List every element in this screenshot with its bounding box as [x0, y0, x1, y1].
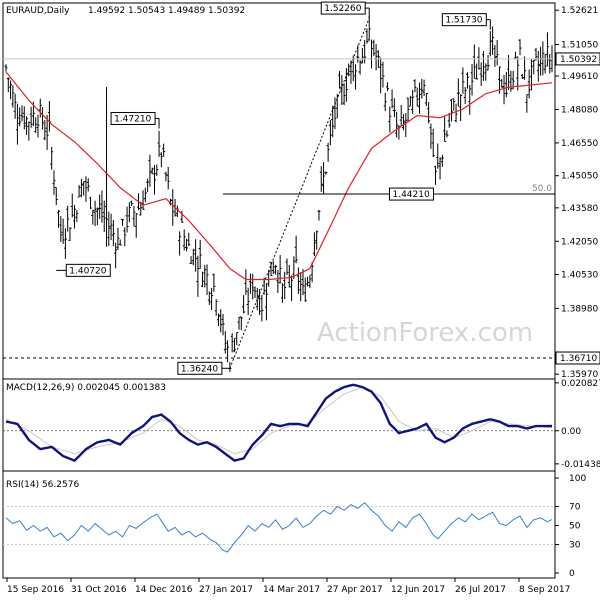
watermark: ActionForex.com: [317, 318, 533, 348]
rsi-tick-label: 0: [569, 569, 575, 579]
last-price-box: [555, 52, 600, 66]
rsi-levels: [3, 506, 555, 545]
annotation-box: [177, 361, 223, 375]
time-tick-label: 27 Jan 2017: [199, 585, 253, 595]
price-tick-label: 1.49610: [561, 72, 598, 82]
price-tick-label: 1.48080: [561, 105, 598, 115]
annotation-label: 1.36240: [181, 364, 218, 374]
macd-tick-label: 0.00: [561, 427, 581, 437]
annotation-box: [65, 263, 111, 277]
price-tick-label: 1.40530: [561, 271, 598, 281]
macd-tick-label: -0.014386: [561, 460, 600, 470]
time-tick-label: 8 Sep 2017: [519, 585, 570, 595]
macd-line: [5, 383, 553, 463]
time-tick-label: 31 Oct 2016: [71, 585, 127, 595]
ohlc-open: 1.49592: [88, 6, 125, 16]
annotation-box: [320, 1, 366, 15]
price-panel: ActionForex.com 1.35970 1.38980 1.40530 1.4…: [2, 1, 600, 380]
price-tick-label: 1.38980: [561, 304, 598, 314]
annotation-label: 1.47210: [114, 114, 151, 124]
main-title: EURAUD,Daily: [6, 6, 70, 16]
macd-title: MACD(12,26,9) 0.002045 0.001383: [6, 383, 166, 393]
price-tick-label: 1.43580: [561, 204, 598, 214]
support-label-box: [555, 351, 600, 365]
time-tick-label: 15 Sep 2016: [7, 585, 64, 595]
rsi-panel-frame: [2, 470, 556, 579]
annotation-label: 1.52260: [324, 4, 361, 14]
ohlc-bars: [4, 16, 554, 373]
time-tick-label: 26 Jul 2017: [455, 585, 506, 595]
annotation-label: 1.51730: [445, 16, 482, 26]
last-price-label: 1.50392: [560, 55, 597, 65]
rsi-tick-label: 50: [569, 522, 581, 532]
price-tick-label: 1.51050: [561, 41, 598, 51]
macd-signal-line: [5, 386, 553, 455]
time-tick-label: 14 Dec 2016: [135, 585, 193, 595]
rsi-tick-label: 30: [569, 541, 581, 551]
annotation-box: [110, 111, 156, 125]
moving-average-line: [5, 71, 553, 281]
price-annotations: 1.52260 1.51730 1.47210 1.44210 1.40720 1.362…: [56, 1, 491, 375]
price-tick-label: 1.46550: [561, 139, 598, 149]
time-tick-label: 12 Jun 2017: [391, 585, 445, 595]
annotation-box: [441, 13, 487, 27]
fib-label: 50.0: [532, 184, 552, 194]
trendline: [229, 17, 370, 369]
macd-tick-label: 0.020827: [561, 379, 600, 389]
annotation-label: 1.40720: [69, 266, 106, 276]
ohlc-high: 1.50543: [128, 6, 165, 16]
support-label: 1.36710: [560, 354, 597, 364]
rsi-tick-label: 70: [569, 503, 581, 513]
macd-axis: 0.020827 0.00 -0.014386: [555, 379, 600, 470]
rsi-panel: 100 70 50 30 0 RSI(14) 56.2576: [2, 470, 586, 579]
time-tick-label: 14 Mar 2017: [263, 585, 320, 595]
time-axis: 15 Sep 2016 31 Oct 2016 14 Dec 2016 27 Jan …: [6, 578, 570, 595]
ohlc-close: 1.50392: [208, 6, 245, 16]
annotation-label: 1.44210: [392, 190, 429, 200]
time-tick-label: 27 Apr 2017: [327, 585, 383, 595]
rsi-title: RSI(14) 56.2576: [6, 480, 79, 490]
price-tick-label: 1.35970: [561, 370, 598, 380]
price-axis: 1.35970 1.38980 1.40530 1.42050 1.43580 1.450…: [555, 6, 598, 380]
price-tick-label: 1.42050: [561, 237, 598, 247]
price-tick-label: 1.52621: [561, 6, 598, 16]
annotation-box: [388, 187, 434, 201]
price-tick-label: 1.45050: [561, 172, 598, 182]
rsi-tick-label: 100: [569, 474, 586, 484]
rsi-axis: 100 70 50 30 0: [555, 474, 586, 579]
ohlc-low: 1.49489: [168, 6, 205, 16]
rsi-line: [5, 502, 553, 553]
